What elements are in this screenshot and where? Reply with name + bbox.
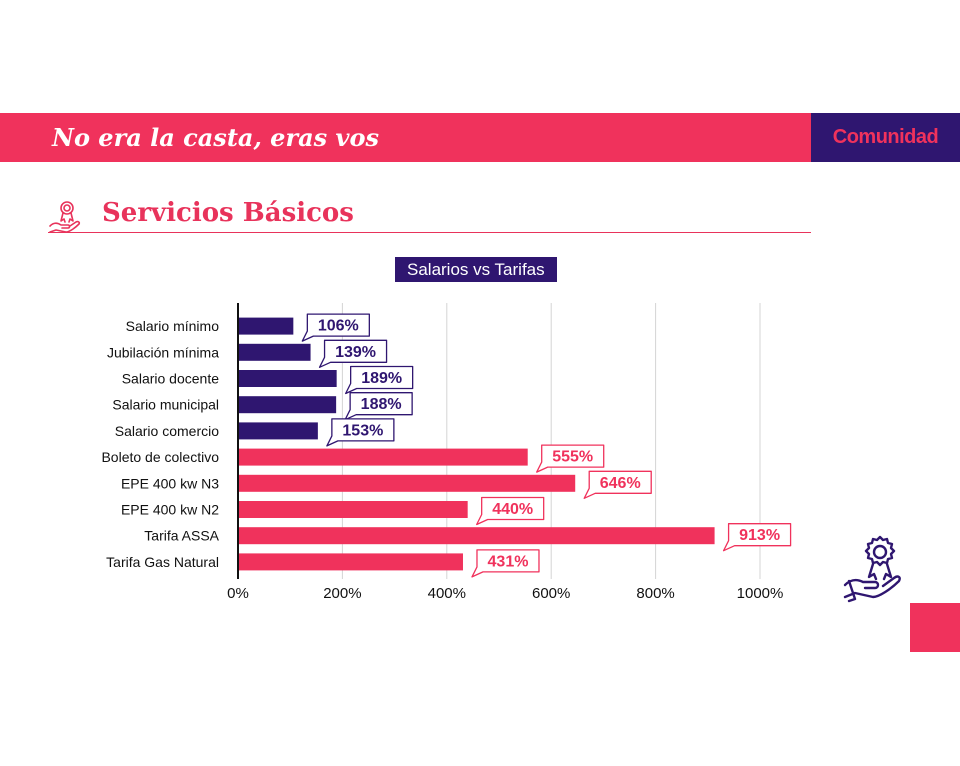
corner-accent-block	[910, 603, 960, 652]
award-hand-icon	[49, 201, 81, 233]
data-label: 188%	[361, 396, 402, 413]
x-tick-label: 200%	[323, 585, 361, 602]
bar	[238, 370, 337, 387]
data-label: 440%	[492, 501, 533, 518]
data-label: 139%	[335, 344, 376, 361]
chart-title: Salarios vs Tarifas	[395, 257, 557, 282]
category-label: Tarifa ASSA	[144, 528, 219, 544]
data-label-callout	[722, 523, 792, 552]
data-label-callout	[471, 549, 540, 578]
data-label: 646%	[600, 475, 641, 492]
data-label: 106%	[318, 318, 359, 335]
bar	[238, 422, 318, 440]
category-label: EPE 400 kw N3	[121, 475, 219, 491]
data-label-callout	[476, 496, 545, 526]
category-label: Salario municipal	[112, 397, 219, 413]
category-label: Jubilación mínima	[107, 344, 219, 360]
x-tick-label: 800%	[636, 585, 674, 602]
data-label-callout	[301, 313, 370, 342]
bar	[238, 474, 576, 492]
data-label-callout	[583, 470, 652, 499]
header-banner: No era la casta, eras vos	[0, 113, 811, 162]
bar	[238, 448, 528, 466]
brand-box: Comunidad	[811, 113, 960, 162]
bar	[238, 553, 463, 571]
x-tick-label: 600%	[532, 585, 570, 602]
data-label: 189%	[361, 370, 402, 387]
category-label: Salario docente	[122, 371, 220, 387]
data-label: 555%	[552, 449, 593, 466]
brand-logo-text: Comunidad	[832, 126, 939, 148]
bar-chart: 0% 200% 400% 600% 800% 1000% Salario mínimo 106…	[101, 303, 792, 602]
data-label-callout	[326, 418, 395, 447]
bar	[238, 317, 294, 335]
data-label-callout	[318, 339, 388, 368]
data-label: 913%	[739, 527, 780, 544]
x-tick-label: 1000%	[737, 585, 784, 602]
bar	[238, 527, 715, 545]
header-title: No era la casta, eras vos	[52, 123, 379, 152]
award-hand-icon	[843, 535, 901, 603]
category-label: Boleto de colectivo	[101, 449, 219, 465]
data-label-callout	[345, 365, 414, 395]
x-tick-label: 0%	[227, 585, 249, 602]
data-label-callout	[344, 392, 413, 421]
section-divider	[48, 232, 811, 233]
data-label-callout	[536, 444, 605, 473]
bar	[238, 396, 337, 414]
bar	[238, 343, 311, 361]
category-label: Salario mínimo	[126, 318, 220, 334]
bar	[238, 501, 468, 518]
data-label: 153%	[342, 422, 383, 439]
category-label: Tarifa Gas Natural	[106, 554, 219, 570]
category-label: EPE 400 kw N2	[121, 502, 219, 518]
x-tick-label: 400%	[428, 585, 466, 602]
section-title: Servicios Básicos	[102, 198, 354, 228]
data-label: 431%	[488, 553, 529, 570]
category-label: Salario comercio	[115, 423, 219, 439]
